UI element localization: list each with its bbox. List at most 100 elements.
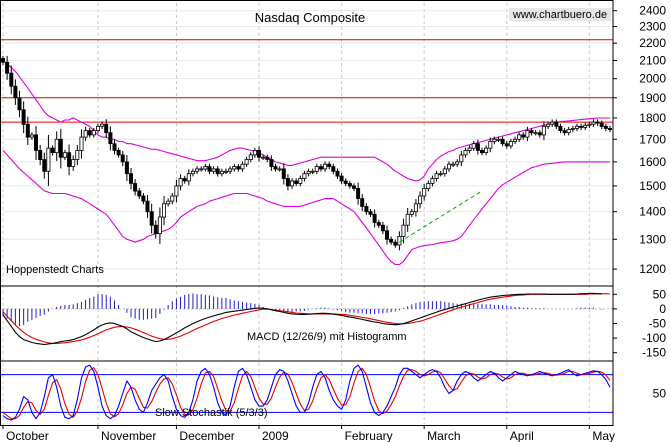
- chart-frame: [0, 0, 614, 426]
- candle-down: [256, 149, 261, 158]
- candle-down: [339, 175, 344, 182]
- x-tick-label: March: [427, 429, 460, 442]
- price-tick-label: 2300: [639, 20, 666, 34]
- candle-up: [79, 136, 84, 151]
- candle-down: [67, 152, 72, 167]
- candle-down: [479, 149, 484, 154]
- macd-tick-label: -150: [642, 346, 666, 360]
- candle-down: [104, 123, 109, 134]
- watermark: www.chartbuero.de: [512, 9, 607, 21]
- stochastic-title: Slow Stochastik (5/3/3): [155, 407, 268, 419]
- stochastic-tick-label: 50: [653, 387, 667, 401]
- candle-up: [508, 141, 513, 147]
- candle-up: [397, 235, 402, 246]
- trendline: [399, 190, 483, 243]
- candle-up: [525, 130, 530, 138]
- source-label: Hoppenstedt Charts: [6, 264, 104, 276]
- candle-up: [170, 195, 175, 202]
- candle-up: [570, 128, 575, 131]
- candle-up: [240, 163, 245, 170]
- candle-down: [120, 154, 125, 163]
- candle-up: [422, 187, 427, 197]
- candle-down: [42, 159, 47, 172]
- candle-down: [265, 156, 270, 160]
- candle-down: [579, 125, 584, 128]
- candle-up: [166, 200, 171, 205]
- candle-up: [566, 129, 571, 134]
- candle-up: [517, 134, 522, 140]
- candle-down: [529, 130, 534, 134]
- candle-up: [252, 149, 257, 156]
- candle-down: [327, 163, 332, 167]
- candle-down: [608, 128, 613, 131]
- x-tick-label: April: [510, 429, 534, 442]
- candle-down: [376, 222, 381, 226]
- candle-up: [261, 156, 266, 159]
- candle-down: [562, 130, 567, 134]
- candle-up: [178, 178, 183, 187]
- panel-frames: [0, 0, 614, 426]
- candle-down: [112, 143, 117, 151]
- candle-up: [484, 147, 489, 154]
- candle-up: [314, 166, 319, 172]
- candle-up: [100, 123, 105, 127]
- watermark-box: [509, 8, 611, 21]
- candle-up: [219, 170, 224, 175]
- candle-up: [405, 213, 410, 226]
- candle-up: [426, 183, 431, 189]
- candle-up: [75, 149, 80, 160]
- candle-down: [215, 168, 220, 175]
- candle-up: [455, 161, 460, 165]
- x-tick-label: December: [179, 429, 234, 442]
- candle-up: [413, 203, 418, 213]
- candle-down: [5, 61, 10, 74]
- macd-tick-label: -50: [649, 317, 667, 331]
- candle-down: [9, 72, 14, 87]
- macd-panel: [2, 292, 613, 346]
- candle-up: [430, 178, 435, 184]
- candle-down: [34, 134, 39, 151]
- candle-up: [323, 163, 328, 170]
- candle-down: [351, 185, 356, 189]
- x-tick-label: February: [345, 429, 393, 442]
- candle-down: [0, 58, 6, 63]
- candle-up: [587, 123, 592, 126]
- candle-down: [368, 211, 373, 215]
- candle-up: [546, 123, 551, 127]
- candle-up: [438, 173, 443, 176]
- candle-down: [521, 134, 526, 138]
- price-tick-label: 2400: [639, 4, 666, 18]
- candle-down: [141, 195, 146, 202]
- x-tick-label: May: [592, 429, 615, 442]
- macd-tick-label: 50: [653, 287, 667, 301]
- candle-up: [583, 124, 588, 128]
- candle-up: [446, 163, 451, 170]
- candle-up: [62, 152, 67, 158]
- candle-down: [87, 130, 92, 136]
- candle-up: [277, 168, 282, 171]
- candle-up: [161, 203, 166, 218]
- candle-down: [236, 166, 241, 170]
- candle-up: [492, 138, 497, 142]
- candle-up: [54, 138, 59, 154]
- macd-title: MACD (12/26/9) mit Histogramm: [247, 331, 407, 343]
- price-tick-label: 1700: [639, 132, 666, 146]
- chart-title: Nasdaq Composite: [255, 10, 366, 25]
- candle-down: [603, 125, 608, 129]
- price-tick-label: 1200: [639, 262, 666, 276]
- candle-down: [599, 122, 604, 127]
- price-tick-label: 1500: [639, 179, 666, 193]
- candle-down: [393, 241, 398, 246]
- candle-up: [575, 125, 580, 129]
- candle-up: [46, 147, 51, 172]
- candle-down: [331, 166, 336, 172]
- candle-up: [195, 168, 200, 172]
- candle-down: [21, 109, 26, 125]
- candle-up: [401, 224, 406, 237]
- candle-up: [306, 170, 311, 175]
- candle-down: [595, 121, 600, 124]
- candle-down: [128, 173, 133, 184]
- candle-up: [488, 141, 493, 149]
- candle-down: [281, 168, 286, 179]
- candle-down: [294, 180, 299, 184]
